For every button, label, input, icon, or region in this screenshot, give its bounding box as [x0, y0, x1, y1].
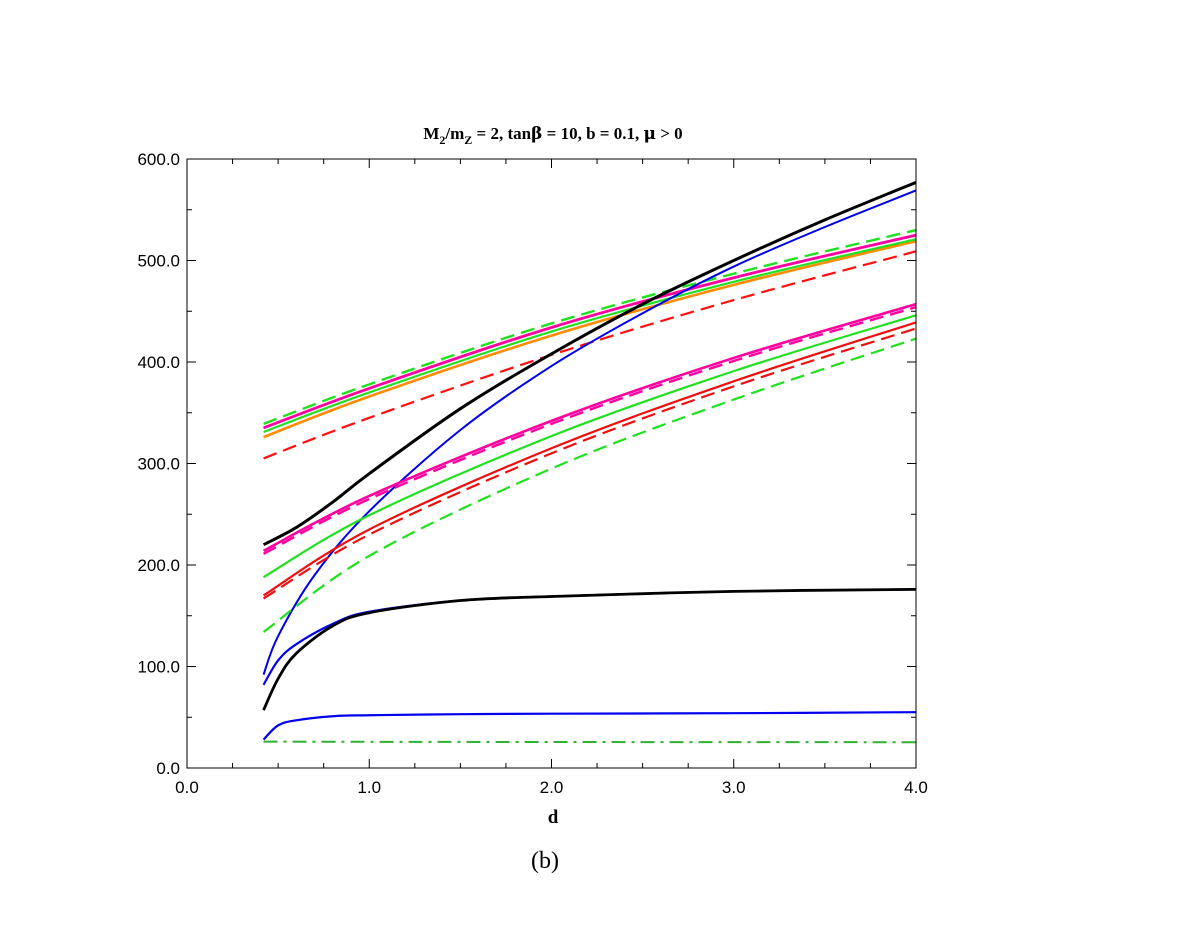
series-line-15 [262, 587, 917, 711]
y-tick-label: 600.0 [137, 150, 180, 169]
series-line-12 [262, 327, 917, 600]
series-line-13 [262, 337, 917, 633]
series-line-14 [262, 588, 917, 686]
y-tick-label: 300.0 [137, 455, 180, 474]
axes: 0.0 1.0 2.0 3.0 4.0 0.0 100.0 200.0 300.0 400.0 50… [137, 150, 927, 797]
series-line-17 [263, 740, 917, 744]
x-axis-title: d [548, 807, 559, 828]
x-tick-label: 3.0 [722, 778, 746, 797]
x-tick-label: 1.0 [357, 778, 381, 797]
series-line-4 [263, 250, 917, 460]
series-line-5 [263, 228, 917, 426]
figure-caption: (b) [531, 848, 559, 874]
y-tick-label: 100.0 [137, 658, 180, 677]
plot-frame [186, 158, 917, 769]
series-line-7 [262, 189, 917, 675]
y-tick-label: 0.0 [156, 759, 180, 778]
series-line-2 [263, 238, 917, 434]
y-tick-label: 200.0 [137, 556, 180, 575]
y-tick-label: 500.0 [137, 252, 180, 271]
series-layer [262, 180, 917, 744]
series-line-11 [262, 321, 917, 597]
y-tick-label: 400.0 [137, 353, 180, 372]
series-line-10 [262, 314, 917, 579]
series-line-16 [262, 711, 917, 741]
x-tick-label: 4.0 [904, 778, 928, 797]
series-line-9 [262, 306, 917, 555]
chart-title: M2/mZ = 2, tanβ = 10, b = 0.1, μ > 0 [423, 124, 682, 147]
series-line-6 [262, 180, 917, 547]
series-line-1 [263, 239, 917, 439]
series-line-3 [263, 233, 917, 430]
series-line-8 [262, 302, 917, 552]
x-tick-label: 2.0 [540, 778, 564, 797]
x-tick-label: 0.0 [175, 778, 199, 797]
